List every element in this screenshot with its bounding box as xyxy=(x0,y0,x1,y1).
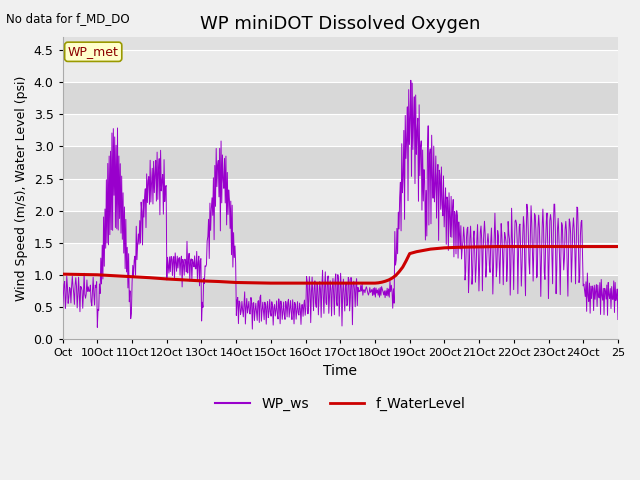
Bar xyxy=(63,146,618,179)
Legend: WP_ws, f_WaterLevel: WP_ws, f_WaterLevel xyxy=(210,391,471,417)
Bar xyxy=(63,82,618,114)
Title: WP miniDOT Dissolved Oxygen: WP miniDOT Dissolved Oxygen xyxy=(200,15,481,33)
Text: No data for f_MD_DO: No data for f_MD_DO xyxy=(6,12,130,25)
Bar xyxy=(63,179,618,211)
Text: WP_met: WP_met xyxy=(68,45,118,58)
Bar xyxy=(63,275,618,307)
X-axis label: Time: Time xyxy=(323,363,357,378)
Bar xyxy=(63,50,618,82)
Bar xyxy=(63,243,618,275)
Y-axis label: Wind Speed (m/s), Water Level (psi): Wind Speed (m/s), Water Level (psi) xyxy=(15,75,28,301)
Bar xyxy=(63,211,618,243)
Bar xyxy=(63,307,618,339)
Bar xyxy=(63,114,618,146)
